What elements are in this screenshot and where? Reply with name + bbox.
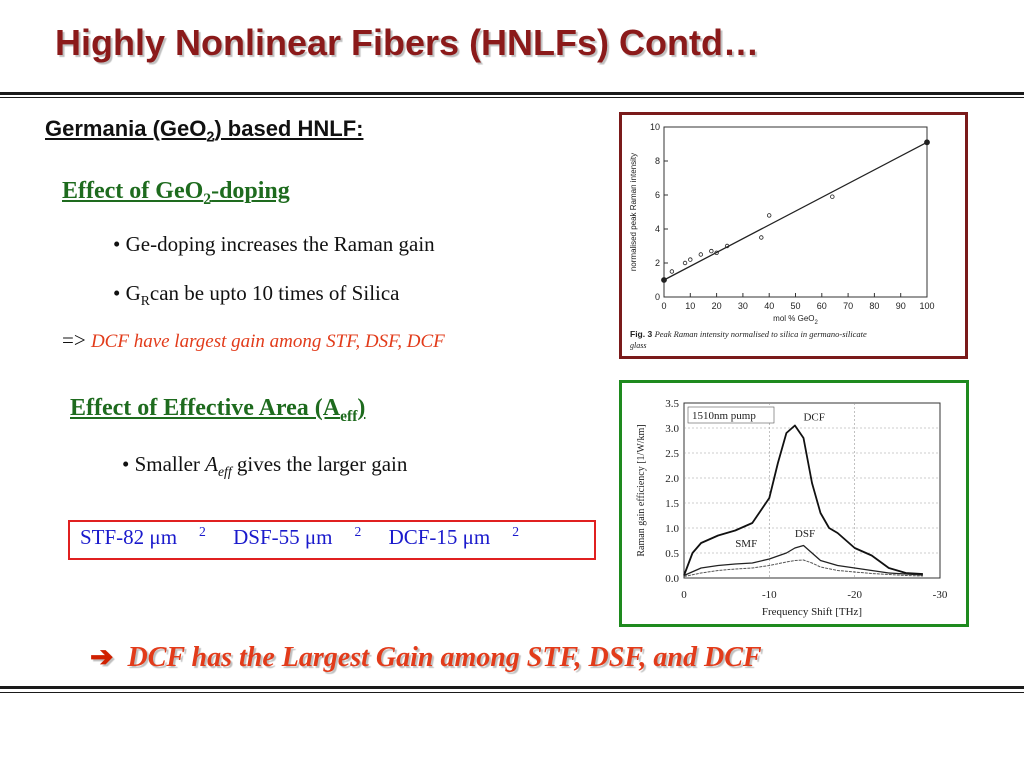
x-tick-label: 50 bbox=[790, 301, 800, 311]
plot-frame bbox=[663, 126, 928, 298]
y-tick-label: 2.5 bbox=[665, 448, 679, 460]
bottom-divider-thin bbox=[0, 692, 1024, 693]
arrow-right-icon: ➔ bbox=[90, 642, 114, 673]
data-point bbox=[682, 260, 688, 266]
aeff-value-dcf: DCF-15 μm 2 bbox=[388, 524, 520, 549]
y-tick-label: 10 bbox=[650, 122, 660, 132]
series-line-dcf bbox=[683, 424, 923, 576]
x-tick-label: 90 bbox=[896, 301, 906, 311]
y-tick-label: 0.0 bbox=[665, 573, 679, 585]
y-tick-label: 3.5 bbox=[665, 398, 679, 410]
annotation-pump: 1510nm pump bbox=[692, 410, 756, 422]
title-divider-thin bbox=[0, 97, 1024, 98]
aeff-values-box bbox=[68, 520, 596, 560]
y-tick-label: 6 bbox=[655, 190, 660, 200]
y-tick-label: 4 bbox=[655, 224, 660, 234]
series-label-dsf: DSF bbox=[795, 528, 815, 540]
data-point bbox=[759, 235, 764, 240]
y-tick-label: 8 bbox=[655, 156, 660, 166]
bottom-divider bbox=[0, 686, 1024, 689]
series-label-smf: SMF bbox=[735, 538, 757, 550]
x-tick-label: 0 bbox=[661, 301, 666, 311]
data-point bbox=[669, 269, 675, 274]
slide-title: Highly Nonlinear Fibers (HNLFs) Contd… bbox=[55, 22, 760, 63]
annotation-box bbox=[687, 406, 775, 424]
figure-caption: Fig. 3 Peak Raman intensity normalised t… bbox=[630, 329, 867, 339]
fit-line bbox=[663, 141, 928, 281]
figure-caption-line2: glass bbox=[630, 341, 646, 350]
geo2-bullet-silica: • GRcan be upto 10 times of Silica bbox=[113, 281, 400, 309]
data-point bbox=[698, 252, 704, 257]
x-tick-label: 60 bbox=[817, 301, 827, 311]
conclusion: ➔ DCF has the Largest Gain among STF, DSF… bbox=[90, 640, 762, 674]
data-point bbox=[830, 194, 835, 199]
data-point bbox=[661, 277, 667, 283]
y-tick-label: 1.0 bbox=[665, 523, 679, 535]
aeff-heading: Effect of Effective Area (Aeff) bbox=[70, 395, 366, 425]
chart-raman-vs-geo2: 0 10 20 30 40 50 60 70 80 90 100 0 2 4 6 8 10 mol % GeO2 n… bbox=[629, 122, 935, 350]
aeff-bullet: • Smaller Aeff gives the larger gain bbox=[122, 452, 408, 480]
data-point bbox=[714, 250, 719, 255]
x-tick-label: 0 bbox=[681, 589, 687, 601]
series-line-smf bbox=[683, 559, 923, 577]
data-point bbox=[924, 139, 930, 146]
series-line-dsf bbox=[683, 544, 923, 577]
y-axis-label: normalised peak Raman intensity bbox=[629, 153, 638, 271]
aeff-value-stf: STF-82 μm 2 bbox=[80, 524, 206, 549]
geo2-implication: => DCF have largest gain among STF, DSF,… bbox=[62, 328, 445, 352]
conclusion-text: DCF has the Largest Gain among STF, DSF,… bbox=[127, 642, 762, 673]
x-tick-label: 70 bbox=[843, 301, 853, 311]
data-point bbox=[709, 248, 714, 254]
x-tick-label: 30 bbox=[738, 301, 748, 311]
x-tick-label: -10 bbox=[762, 589, 777, 601]
geo2-heading: Effect of GeO2-doping bbox=[62, 178, 290, 208]
x-tick-label: 100 bbox=[919, 301, 934, 311]
data-point bbox=[688, 257, 693, 262]
y-tick-label: 1.5 bbox=[665, 498, 679, 510]
y-tick-label: 2.0 bbox=[665, 473, 679, 485]
geo2-bullet-raman-gain: • Ge-doping increases the Raman gain bbox=[113, 232, 435, 256]
x-tick-label: 40 bbox=[764, 301, 774, 311]
x-tick-label: -30 bbox=[933, 589, 948, 601]
y-tick-label: 2 bbox=[655, 258, 660, 268]
data-point bbox=[724, 243, 730, 249]
x-axis-label: mol % GeO2 bbox=[773, 314, 818, 326]
y-tick-label: 3.0 bbox=[665, 423, 679, 435]
figure-raman-vs-geo2: 0 10 20 30 40 50 60 70 80 90 100 0 2 4 6 8 10 mol % GeO2 n… bbox=[619, 112, 968, 359]
y-axis-label: Raman gain efficiency [1/W/km] bbox=[636, 424, 647, 556]
aeff-value-dsf: DSF-55 μm 2 bbox=[233, 524, 362, 549]
plot-frame bbox=[683, 402, 941, 579]
x-tick-label: -20 bbox=[847, 589, 862, 601]
x-axis-label: Frequency Shift [THz] bbox=[762, 606, 862, 618]
section-subtitle: Germania (GeO2) based HNLF: bbox=[45, 116, 364, 146]
x-tick-label: 10 bbox=[685, 301, 695, 311]
aeff-values: STF-82 μm 2 DSF-55 μm 2 DCF-15 μm 2 bbox=[80, 524, 541, 550]
data-point bbox=[766, 213, 772, 218]
figure-raman-gain-spectra: 0.0 0.5 1.0 1.5 2.0 2.5 3.0 3.5 0 -10 -20 -30 Freque… bbox=[619, 380, 969, 627]
x-tick-label: 20 bbox=[712, 301, 722, 311]
series-label-dcf: DCF bbox=[803, 412, 824, 424]
y-tick-label: 0 bbox=[655, 292, 660, 302]
title-divider bbox=[0, 92, 1024, 95]
y-tick-label: 0.5 bbox=[665, 548, 679, 560]
chart-raman-gain-spectra: 0.0 0.5 1.0 1.5 2.0 2.5 3.0 3.5 0 -10 -20 -30 Freque… bbox=[636, 398, 948, 618]
x-tick-label: 80 bbox=[869, 301, 879, 311]
